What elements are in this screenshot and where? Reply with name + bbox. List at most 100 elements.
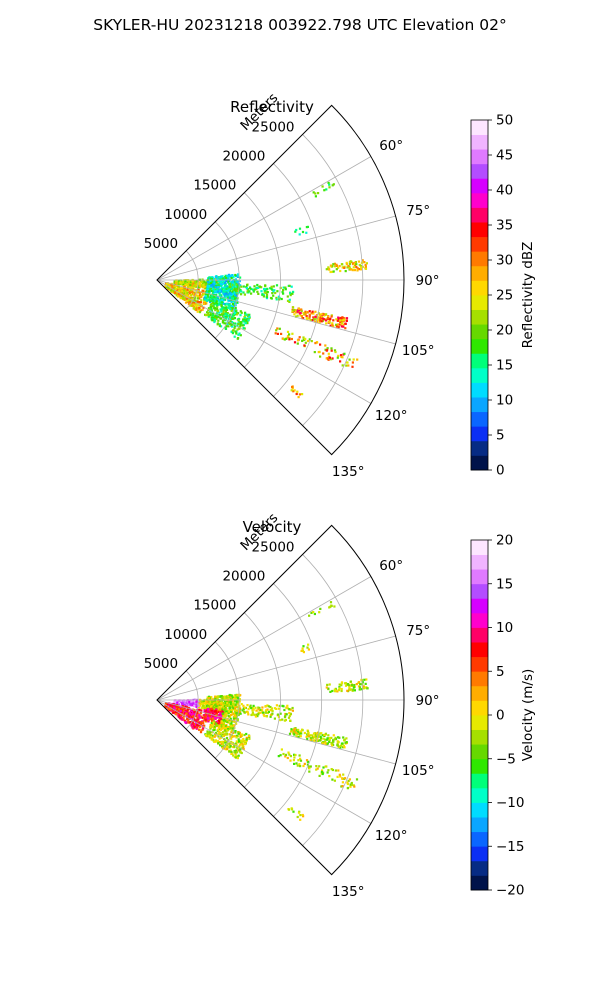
echo-pixel xyxy=(236,706,239,709)
echo-pixel xyxy=(255,286,258,289)
echo-pixel xyxy=(198,702,201,705)
echo-pixel xyxy=(236,274,240,278)
echo-pixel xyxy=(223,288,227,291)
echo-pixel xyxy=(286,299,290,302)
echo-pixel xyxy=(271,292,274,295)
echo-pixel xyxy=(302,311,305,315)
echo-pixel xyxy=(320,320,323,323)
echo-pixel xyxy=(319,343,322,346)
echo-pixel xyxy=(168,283,171,286)
echo-pixel xyxy=(245,313,248,316)
echo-pixel xyxy=(314,342,317,345)
echo-pixel xyxy=(245,736,248,739)
echo-pixel xyxy=(293,313,296,316)
echo-pixel xyxy=(225,703,228,706)
echo-pixel xyxy=(289,708,292,711)
echo-pixel xyxy=(351,361,354,364)
echo-pixel xyxy=(339,360,342,363)
echo-pixel xyxy=(210,707,214,710)
echo-pixel xyxy=(185,293,188,296)
echo-pixel xyxy=(180,286,184,289)
echo-pixel xyxy=(299,818,302,821)
echo-pixel xyxy=(360,688,363,691)
echo-pixel xyxy=(203,282,207,285)
echo-pixel xyxy=(317,351,320,354)
echo-pixel xyxy=(209,733,212,737)
echo-pixel xyxy=(241,740,244,743)
echo-pixel xyxy=(299,730,303,733)
echo-pixel xyxy=(295,392,298,396)
echo-pixel xyxy=(318,733,321,736)
echo-pixel xyxy=(175,713,178,716)
echo-pixel xyxy=(257,708,260,711)
echo-pixel xyxy=(248,705,252,709)
echo-pixel xyxy=(192,303,195,306)
echo-pixel xyxy=(318,611,321,614)
echo-pixel xyxy=(209,717,212,720)
echo-pixel xyxy=(228,282,231,285)
echo-pixel xyxy=(338,265,341,268)
echo-pixel xyxy=(337,318,341,321)
echo-pixel xyxy=(205,291,208,294)
echo-pixel xyxy=(231,745,234,749)
echo-pixel xyxy=(263,289,266,292)
echo-pixel xyxy=(280,297,283,301)
echo-pixel xyxy=(230,323,233,326)
echo-pixel xyxy=(291,308,294,311)
echo-pixel xyxy=(335,318,338,321)
echo-pixel xyxy=(324,319,328,322)
echo-pixel xyxy=(215,731,218,735)
echo-pixel xyxy=(238,280,241,283)
colorbar-band xyxy=(471,700,488,716)
echo-pixel xyxy=(326,742,329,745)
echo-pixel xyxy=(212,307,216,310)
colorbar-tick-label: −15 xyxy=(496,839,525,855)
echo-pixel xyxy=(314,192,317,195)
echo-pixel xyxy=(198,728,201,731)
echo-pixel xyxy=(247,713,250,716)
echo-pixel xyxy=(236,291,239,294)
echo-pixel xyxy=(166,702,169,705)
echo-pixel xyxy=(234,280,237,283)
echo-pixel xyxy=(237,732,240,735)
echo-pixel xyxy=(208,298,211,301)
echo-pixel xyxy=(256,290,259,293)
echo-pixel xyxy=(218,279,221,283)
echo-pixel xyxy=(191,301,194,304)
echo-pixel xyxy=(334,265,337,268)
echo-pixel xyxy=(233,325,236,328)
echo-pixel xyxy=(210,302,213,306)
echo-pixel xyxy=(300,649,303,652)
echo-pixel xyxy=(192,703,195,706)
echo-pixel xyxy=(193,726,196,729)
echo-pixel xyxy=(289,712,292,715)
polar-grid xyxy=(156,554,404,846)
echo-pixel xyxy=(230,713,233,716)
echo-pixel xyxy=(328,738,331,742)
colorbar-tick-label: 40 xyxy=(496,183,513,199)
echo-pixel xyxy=(229,320,232,323)
echo-pixel xyxy=(230,309,233,312)
echo-pixel xyxy=(225,280,228,283)
echo-pixel xyxy=(205,713,208,716)
echo-pixel xyxy=(222,702,225,705)
echo-pixel xyxy=(221,704,224,707)
echo-pixel xyxy=(202,699,205,702)
echo-pixel xyxy=(180,291,183,294)
echo-pixel xyxy=(352,686,355,689)
echo-pixel xyxy=(298,227,302,230)
echo-pixel xyxy=(228,307,232,310)
echo-pixel xyxy=(239,707,242,710)
echo-pixel xyxy=(216,290,220,293)
echo-pixel xyxy=(288,298,291,301)
echo-pixel xyxy=(252,704,255,707)
echo-pixel xyxy=(174,710,177,713)
echo-pixel xyxy=(193,714,196,717)
echo-pixel xyxy=(202,306,205,309)
echo-pixel xyxy=(234,295,237,299)
echo-pixel xyxy=(326,347,329,350)
echo-pixel xyxy=(346,786,350,790)
echo-pixel xyxy=(175,282,178,285)
echo-pixel xyxy=(239,741,243,744)
echo-pixel xyxy=(221,719,224,722)
